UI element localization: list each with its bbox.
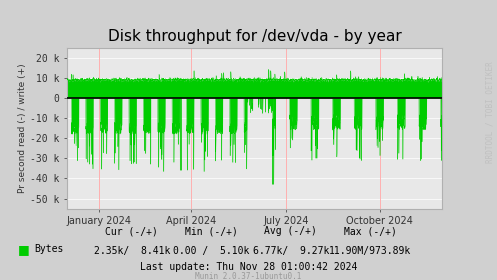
Text: Last update: Thu Nov 28 01:00:42 2024: Last update: Thu Nov 28 01:00:42 2024 bbox=[140, 262, 357, 272]
Text: Max (-/+): Max (-/+) bbox=[344, 226, 397, 236]
Text: Cur (-/+): Cur (-/+) bbox=[105, 226, 158, 236]
Y-axis label: Pr second read (-) / write (+): Pr second read (-) / write (+) bbox=[18, 63, 27, 193]
Text: Munin 2.0.37-1ubuntu0.1: Munin 2.0.37-1ubuntu0.1 bbox=[195, 272, 302, 280]
Text: 0.00 /  5.10k: 0.00 / 5.10k bbox=[173, 246, 249, 256]
Text: 6.77k/  9.27k: 6.77k/ 9.27k bbox=[252, 246, 329, 256]
Text: ■: ■ bbox=[17, 243, 29, 256]
Text: 11.90M/973.89k: 11.90M/973.89k bbox=[329, 246, 412, 256]
Text: Bytes: Bytes bbox=[34, 244, 63, 254]
Text: RRDTOOL / TOBI OETIKER: RRDTOOL / TOBI OETIKER bbox=[486, 61, 495, 163]
Title: Disk throughput for /dev/vda - by year: Disk throughput for /dev/vda - by year bbox=[108, 29, 402, 44]
Text: Min (-/+): Min (-/+) bbox=[185, 226, 238, 236]
Text: 2.35k/  8.41k: 2.35k/ 8.41k bbox=[93, 246, 170, 256]
Text: Avg (-/+): Avg (-/+) bbox=[264, 226, 317, 236]
